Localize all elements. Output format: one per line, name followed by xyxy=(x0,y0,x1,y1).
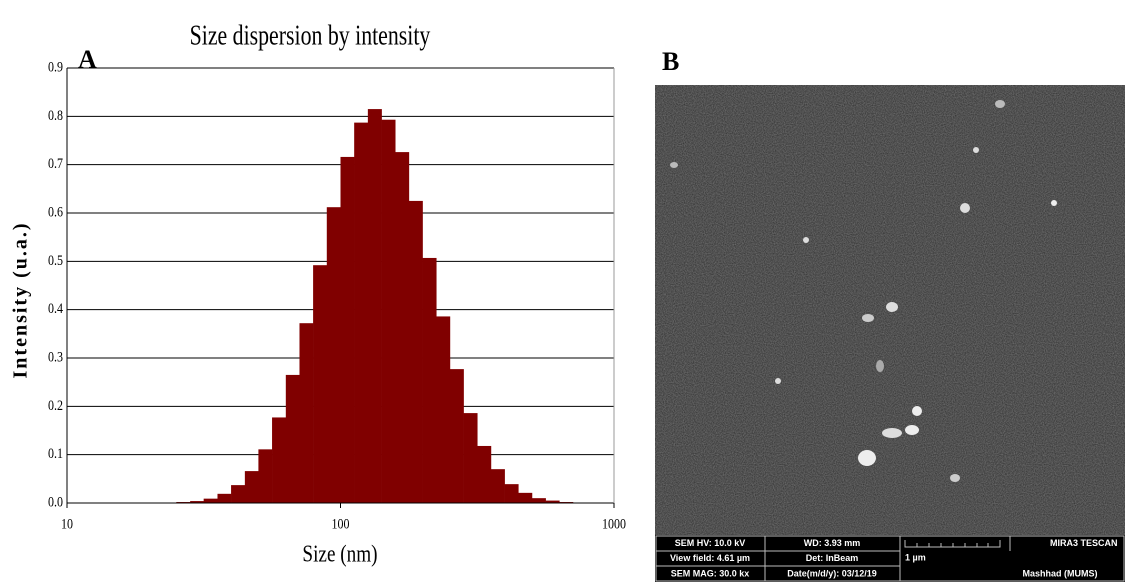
y-tick-label: 0.3 xyxy=(48,348,63,365)
bar xyxy=(244,471,259,503)
sem-info: Date(m/d/y): 03/12/19 xyxy=(787,568,877,578)
bar xyxy=(299,323,314,503)
y-axis-label: Intensity (u.a.) xyxy=(10,221,32,378)
bar xyxy=(531,498,546,503)
panel-label: B xyxy=(662,47,679,76)
sem-info-bar: SEM HV: 10.0 kV WD: 3.93 mm 1 µm MIRA3 T… xyxy=(655,535,1125,582)
panel-label: A xyxy=(78,45,97,74)
sem-info: MIRA3 TESCAN xyxy=(1050,538,1118,548)
bar xyxy=(272,417,287,503)
chart-title: Size dispersion by intensity xyxy=(190,21,431,51)
sem-image xyxy=(655,85,1125,535)
bar xyxy=(381,119,396,503)
sem-info: View field: 4.61 µm xyxy=(670,553,750,563)
bar xyxy=(504,484,519,503)
x-tick-label: 100 xyxy=(331,515,349,532)
bar xyxy=(490,469,505,503)
y-tick-label: 0.2 xyxy=(48,397,63,414)
y-tick-label: 0.6 xyxy=(48,203,63,220)
bar xyxy=(408,200,423,503)
x-tick-label: 10 xyxy=(61,515,73,532)
bar xyxy=(313,265,328,503)
bar xyxy=(231,485,246,503)
bar xyxy=(518,492,533,503)
bar xyxy=(340,156,355,503)
y-tick-label: 0.0 xyxy=(48,493,63,510)
y-tick-label: 0.4 xyxy=(48,300,63,317)
sem-info: Mashhad (MUMS) xyxy=(1023,568,1098,578)
bar xyxy=(477,445,492,503)
x-tick-label: 1000 xyxy=(602,515,626,532)
y-tick-label: 0.9 xyxy=(48,58,63,75)
bar xyxy=(326,207,341,503)
bar xyxy=(190,501,204,503)
bar xyxy=(258,449,273,503)
y-tick-label: 0.1 xyxy=(48,445,63,462)
bar xyxy=(367,109,382,503)
bar xyxy=(463,413,478,503)
bar xyxy=(285,374,300,503)
bar xyxy=(545,500,560,503)
sem-info: Det: InBeam xyxy=(806,553,859,563)
bar xyxy=(354,122,369,503)
sem-info: 1 µm xyxy=(905,552,926,562)
y-tick-label: 0.8 xyxy=(48,107,63,124)
bar xyxy=(203,498,218,503)
sem-info: WD: 3.93 mm xyxy=(804,538,861,548)
bar xyxy=(422,257,437,503)
bar xyxy=(395,152,410,503)
sem-info: SEM HV: 10.0 kV xyxy=(675,538,746,548)
y-tick-label: 0.5 xyxy=(48,252,63,269)
bar xyxy=(449,369,464,503)
bar xyxy=(436,316,451,503)
x-axis-label: Size (nm) xyxy=(302,541,377,568)
y-tick-label: 0.7 xyxy=(48,155,63,172)
plot-area: 0.0 0.1 0.2 0.3 0.4 0.5 0.6 0.7 0.8 0.9 10 100 1000 xyxy=(48,58,626,532)
sem-info: SEM MAG: 30.0 kx xyxy=(671,568,750,578)
bar xyxy=(217,493,232,503)
